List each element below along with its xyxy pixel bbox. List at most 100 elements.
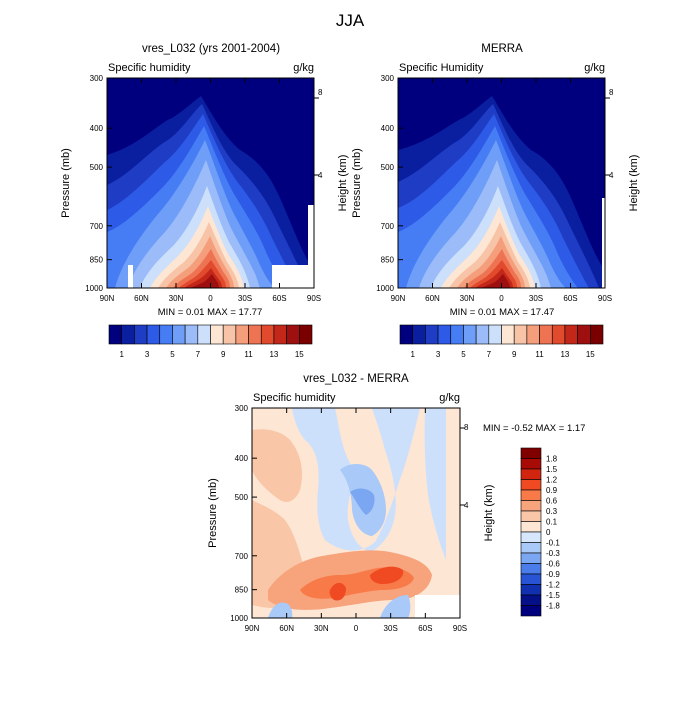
colorbar-label: -0.9: [546, 570, 560, 579]
y-tick-label: 300: [381, 74, 395, 83]
panel-merra-height-tick-4: 4: [609, 171, 614, 180]
model-terrain-mask-3: [128, 265, 133, 288]
colorbar-label: 5: [170, 350, 175, 359]
colorbar-swatch: [412, 324, 426, 345]
diff-region-pos-upper: [252, 429, 302, 502]
y-tick-label: 400: [235, 454, 249, 463]
panel-difference-units: g/kg: [439, 392, 460, 404]
x-tick-label: 60S: [563, 294, 577, 303]
colorbar-swatch: [235, 324, 249, 345]
y-tick-label: 500: [381, 163, 395, 172]
model-terrain-mask-2: [308, 205, 314, 265]
y-tick-label: 500: [90, 163, 104, 172]
colorbar-swatch: [450, 324, 464, 345]
colorbar-swatch: [172, 324, 186, 345]
colorbar-swatch: [520, 447, 542, 459]
colorbar-swatch: [513, 324, 528, 345]
y-tick-label: 1000: [376, 284, 394, 293]
panel-merra-height-tick-8: 8: [609, 88, 614, 97]
colorbar-swatch: [520, 521, 542, 533]
colorbar-swatch: [520, 605, 542, 617]
y-tick-label: 300: [90, 74, 104, 83]
colorbar-label: 1: [410, 350, 415, 359]
colorbar-swatch: [399, 324, 413, 345]
panel-merra-ylabel-right: Height (km): [628, 155, 640, 212]
x-tick-label: 60N: [134, 294, 149, 303]
x-tick-label: 30S: [384, 624, 398, 633]
x-tick-label: 90S: [598, 294, 612, 303]
colorbar-swatch: [134, 324, 148, 345]
x-tick-label: 30N: [169, 294, 184, 303]
colorbar-label: 9: [221, 350, 226, 359]
model-terrain-mask: [272, 265, 314, 288]
panel-model-height-tick-8: 8: [318, 88, 323, 97]
panel-model-title: vres_L032 (yrs 2001-2004): [142, 43, 280, 55]
panel-model-axes: 90N 60N 30N 0 30S 60S 90S 300 400 500 700 850 1000: [85, 74, 321, 303]
colorbar-swatch: [121, 324, 135, 345]
colorbar-label: 0.1: [546, 518, 558, 527]
panel-model-left-label: Specific humidity: [108, 62, 191, 74]
colorbar-swatch: [197, 324, 211, 345]
colorbar-swatch: [286, 324, 300, 345]
colorbar-swatch: [222, 324, 237, 345]
colorbar-label: 13: [560, 350, 569, 359]
colorbar-label: -1.8: [546, 602, 560, 611]
x-tick-label: 60N: [279, 624, 294, 633]
colorbar-swatch: [210, 324, 224, 345]
colorbar-label: 0.9: [546, 486, 558, 495]
panel-model-ylabel-right: Height (km): [337, 155, 349, 212]
model-contour-14: [190, 274, 219, 288]
panel-difference-height-tick-8: 8: [464, 423, 469, 432]
panel-merra-colorbar: 1 3 5 7 9 11 13 15: [399, 324, 604, 359]
y-tick-label: 700: [90, 222, 104, 231]
panel-merra-title: MERRA: [481, 43, 523, 55]
panel-model-contours: [107, 78, 314, 288]
colorbar-swatch: [108, 324, 122, 345]
colorbar-swatch: [501, 324, 515, 345]
x-tick-label: 30S: [238, 294, 252, 303]
y-tick-label: 850: [90, 256, 104, 265]
colorbar-label: 9: [512, 350, 517, 359]
colorbar-swatch: [146, 324, 161, 345]
colorbar-label: 3: [436, 350, 441, 359]
diff-region-neg-bottom2: [380, 595, 411, 618]
colorbar-label: -0.1: [546, 539, 560, 548]
colorbar-swatch: [526, 324, 540, 345]
y-tick-label: 700: [235, 552, 249, 561]
panel-difference-axes: 90N 60N 30N 0 30S 60S 90S 300 400 500 700 850 1000: [230, 404, 467, 633]
panel-merra-left-label: Specific Humidity: [399, 62, 484, 74]
y-tick-label: 500: [235, 493, 249, 502]
colorbar-swatch: [520, 573, 542, 585]
colorbar-swatch: [520, 479, 542, 491]
colorbar-label: 1: [119, 350, 124, 359]
colorbar-swatch: [248, 324, 262, 345]
x-tick-label: 60S: [418, 624, 432, 633]
colorbar-label: 15: [295, 350, 304, 359]
colorbar-label: -1.2: [546, 581, 560, 590]
panel-merra-minmax: MIN = 0.01 MAX = 17.47: [450, 307, 555, 318]
x-tick-label: 30N: [460, 294, 475, 303]
colorbar-label: 11: [244, 350, 253, 359]
panel-difference-ylabel-right: Height (km): [483, 485, 495, 542]
colorbar-label: 0: [546, 528, 551, 537]
x-tick-label: 90S: [307, 294, 321, 303]
x-tick-label: 60S: [272, 294, 286, 303]
colorbar-swatch: [260, 324, 275, 345]
colorbar-swatch: [299, 324, 313, 345]
colorbar-label: 5: [461, 350, 466, 359]
merra-terrain-mask: [602, 198, 605, 288]
colorbar-swatch: [425, 324, 439, 345]
panel-difference-contours: [252, 408, 460, 618]
colorbar-swatch: [488, 324, 502, 345]
x-tick-label: 90N: [391, 294, 406, 303]
colorbar-label: 15: [586, 350, 595, 359]
y-tick-label: 1000: [85, 284, 103, 293]
diff-region-pos-max2: [329, 582, 346, 601]
colorbar-swatch: [551, 324, 566, 345]
colorbar-swatch: [184, 324, 199, 345]
y-tick-label: 400: [381, 124, 395, 133]
panel-model-height-tick-4: 4: [318, 171, 323, 180]
colorbar-swatch: [520, 594, 542, 606]
colorbar-label: 1.8: [546, 455, 558, 464]
